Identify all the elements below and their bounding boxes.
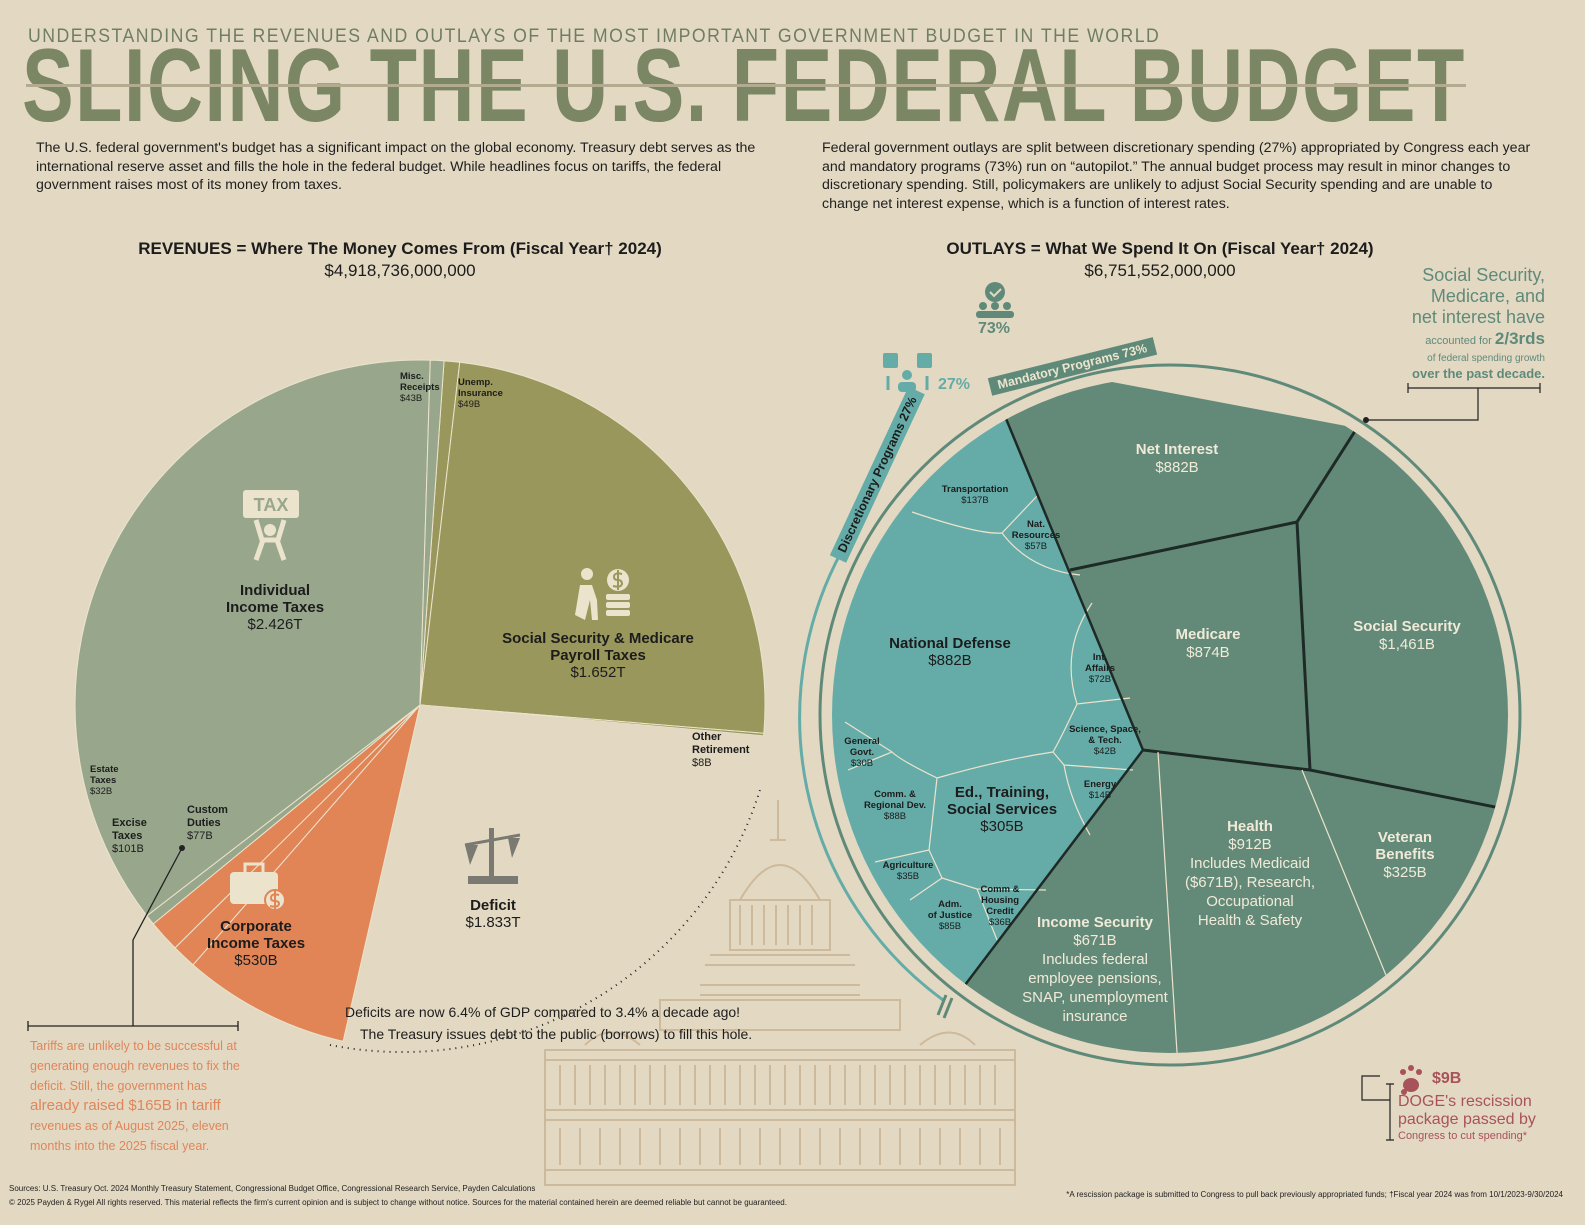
misc-receipts-label: Misc. Receipts $43B <box>400 371 440 404</box>
ring-break <box>936 994 954 1019</box>
revenues-total: $4,918,736,000,000 <box>324 261 476 280</box>
doge-bracket <box>1361 1075 1394 1141</box>
revenues-title: REVENUES = Where The Money Comes From (F… <box>138 239 662 258</box>
tariff-bracket <box>27 1021 239 1031</box>
tariff-note: Tariffs are unlikely to be successful at… <box>30 1039 240 1153</box>
briefcase-dollar-icon <box>230 862 286 911</box>
outlays-ring <box>818 363 1522 1067</box>
tax-person-icon: TAX <box>243 490 299 561</box>
discretionary-pct: 27% <box>938 376 971 393</box>
comm-regional-dev-label: Comm. & Regional Dev. $88B <box>863 789 927 822</box>
pie-slice-corporate-income-taxes <box>192 704 421 1042</box>
general-govt-label: General Govt. $30B <box>844 736 880 769</box>
deficit-note-2: The Treasury issues debt to the public (… <box>360 1026 753 1042</box>
outlays-title: OUTLAYS = What We Spend It On (Fiscal Ye… <box>946 239 1374 258</box>
custom-duties-label: Custom Duties $77B <box>187 804 228 842</box>
kicker: UNDERSTANDING THE REVENUES AND OUTLAYS O… <box>28 26 1161 47</box>
adm-justice-label: Adm. of Justice $85B <box>927 899 973 932</box>
discretionary-dividers <box>844 494 1134 941</box>
pie-slice-other-retirement <box>419 704 765 737</box>
scales-icon <box>464 828 521 884</box>
individual-income-label: Individual Income Taxes $2.426T <box>225 582 325 633</box>
net-interest-cell <box>995 377 1357 570</box>
payroll-taxes-label: Social Security & Medicare Payroll Taxes $… <box>502 630 694 681</box>
discretionary-ring <box>798 539 944 1002</box>
tariff-pointer-dot <box>179 845 185 851</box>
health-label: Health $912B Includes Medicaid ($671B), Res… <box>1184 818 1316 929</box>
pie-slice-misc-receipts <box>419 359 445 706</box>
social-security-cell <box>1297 377 1508 810</box>
int-affairs-label: Int. Affairs $72B <box>1084 652 1116 685</box>
title-rule <box>26 84 1466 87</box>
other-retirement-label: Other Retirement $8B <box>692 731 750 769</box>
excise-taxes-label: Excise Taxes $101B <box>112 817 147 855</box>
national-defense-label: National Defense $882B <box>889 635 1011 669</box>
copyright: © 2025 Payden & Rygel All rights reserve… <box>9 1198 787 1207</box>
science-space-label: Science, Space, & Tech. $42B <box>1069 724 1141 757</box>
income-security-label: Income Security $671B Includes federal empl… <box>1022 914 1168 1025</box>
corporate-income-label: Corporate Income Taxes $530B <box>206 918 306 969</box>
paw-print-icon <box>1400 1065 1422 1095</box>
estate-taxes-label: Estate Taxes $32B <box>90 764 119 797</box>
tariff-pointer <box>132 847 183 1026</box>
revenues-pie <box>74 359 766 1051</box>
capitol-illustration <box>544 800 1016 1186</box>
intro-right: Federal government outlays are split bet… <box>822 140 1531 212</box>
ed-training-label: Ed., Training, Social Services $305B <box>946 784 1058 835</box>
veteran-benefits-label: Veteran Benefits $325B <box>1375 829 1435 881</box>
growth-note: Social Security, Medicare, and net inter… <box>1411 265 1545 381</box>
pie-slice-deficit <box>343 705 764 1051</box>
sources: Sources: U.S. Treasury Oct. 2024 Monthly… <box>9 1184 536 1193</box>
doge-note: DOGE's rescission package passed by Cong… <box>1398 1093 1536 1142</box>
social-security-label: Social Security $1,461B <box>1353 618 1461 653</box>
big-three-boundary <box>1069 427 1508 812</box>
doge-amount: $9B <box>1432 1070 1462 1087</box>
mandatory-dividers <box>1157 751 1391 1053</box>
gear-people-icon <box>976 282 1014 318</box>
deficit-label: Deficit $1.833T <box>465 897 521 931</box>
transportation-label: Transportation $137B <box>941 484 1009 506</box>
medicare-cell <box>1070 522 1310 770</box>
agriculture-label: Agriculture $35B <box>882 860 934 882</box>
retiree-coins-icon <box>575 568 630 620</box>
footnote: *A rescission package is submitted to Co… <box>1066 1190 1563 1199</box>
note-bracket <box>1366 383 1541 421</box>
choice-person-icon <box>883 353 932 392</box>
energy-label: Energy $14B <box>1083 779 1117 801</box>
deficit-note-1: Deficits are now 6.4% of GDP compared to… <box>345 1004 741 1020</box>
comm-housing-credit-label: Comm & Housing Credit $36B <box>980 884 1020 928</box>
unemp-insurance-label: Unemp. Insurance $49B <box>458 377 503 410</box>
intro-left: The U.S. federal government's budget has… <box>36 140 756 193</box>
pie-slice-social-security-medicare-payroll-taxes <box>419 361 766 734</box>
mandatory-pct: 73% <box>978 320 1011 337</box>
outlays-total: $6,751,552,000,000 <box>1084 261 1236 280</box>
medicare-label: Medicare $874B <box>1175 626 1241 661</box>
pie-slice-individual-income-taxes <box>74 359 431 917</box>
svg-text:TAX: TAX <box>254 495 289 515</box>
nat-resources-label: Nat. Resources $57B <box>1011 519 1061 552</box>
net-interest-label: Net Interest $882B <box>1135 441 1219 476</box>
